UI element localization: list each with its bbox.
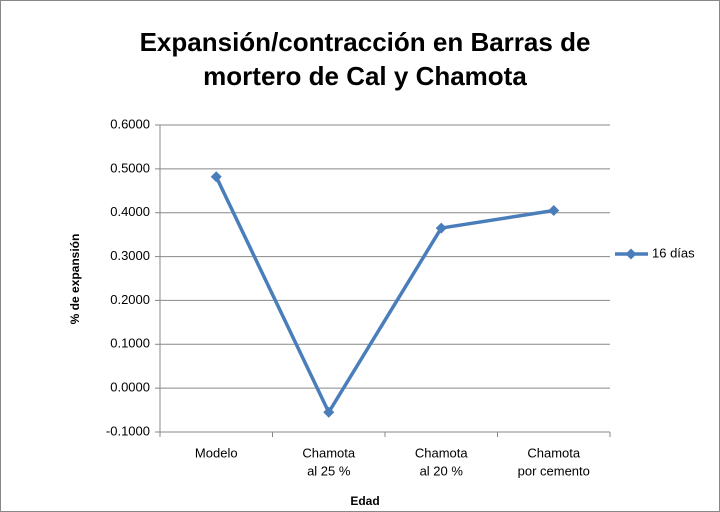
x-tick-label: al 25 % xyxy=(307,463,351,478)
x-tick-label: Chamota xyxy=(527,445,581,460)
point-marker xyxy=(323,406,335,418)
series-line xyxy=(214,175,555,415)
y-tick-label: 0.3000 xyxy=(110,248,150,263)
legend-label: 16 días xyxy=(652,245,695,260)
y-tick-label: 0.2000 xyxy=(110,292,150,307)
point-marker xyxy=(435,222,447,234)
x-tick-label: Chamota xyxy=(415,445,469,460)
y-tick-label: 0.1000 xyxy=(110,336,150,351)
chart-title: Expansión/contracción en Barras de xyxy=(140,27,591,57)
x-tick-label: al 20 % xyxy=(420,463,464,478)
x-axis-title: Edad xyxy=(350,494,379,508)
x-tick-label: Modelo xyxy=(195,445,238,460)
x-tick-label: Chamota xyxy=(302,445,356,460)
chart-title: mortero de Cal y Chamota xyxy=(203,61,527,91)
y-tick-label: 0.4000 xyxy=(110,204,150,219)
y-tick-label: -0.1000 xyxy=(106,423,150,438)
y-axis-title: % de expansión xyxy=(68,234,82,325)
x-tick-label: por cemento xyxy=(518,463,590,478)
legend-marker xyxy=(625,248,637,260)
y-tick-label: 0.0000 xyxy=(110,380,150,395)
point-marker xyxy=(210,171,222,183)
point-marker xyxy=(548,205,560,217)
y-tick-label: 0.6000 xyxy=(110,116,150,131)
y-tick-label: 0.5000 xyxy=(110,160,150,175)
